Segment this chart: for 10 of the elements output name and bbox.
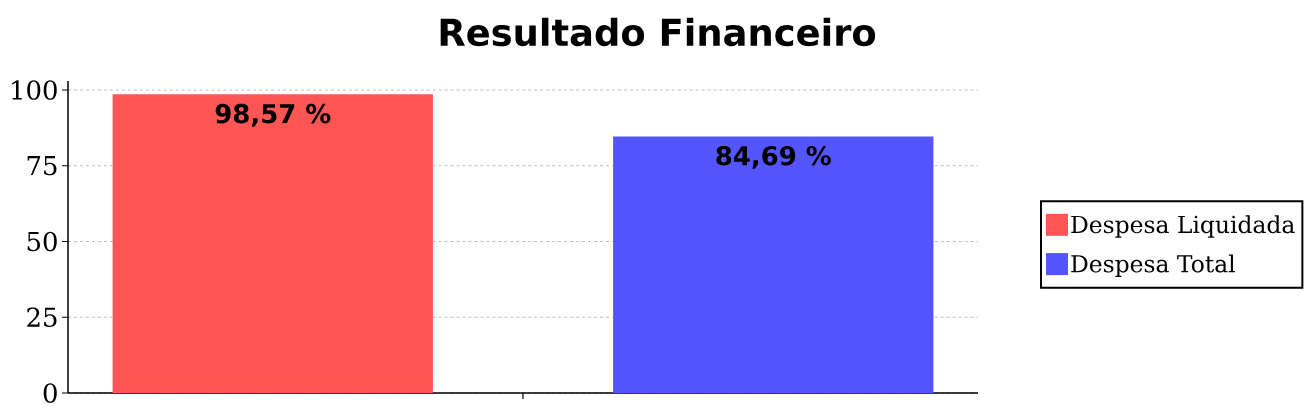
y-tick-label: 25 <box>27 307 57 328</box>
data-label: 98,57 % <box>215 103 331 127</box>
y-tick-label: 50 <box>27 231 57 252</box>
y-tick-label: 100 <box>12 80 57 100</box>
data-label: 84,69 % <box>716 145 831 169</box>
y-tick-label: 75 <box>27 156 57 176</box>
legend-label: Despesa Total <box>1071 254 1235 278</box>
legend-label: Despesa Liquidada <box>1071 215 1295 238</box>
chart-title: Resultado Financeiro <box>440 17 876 47</box>
y-tick-label: 0 <box>43 383 57 403</box>
